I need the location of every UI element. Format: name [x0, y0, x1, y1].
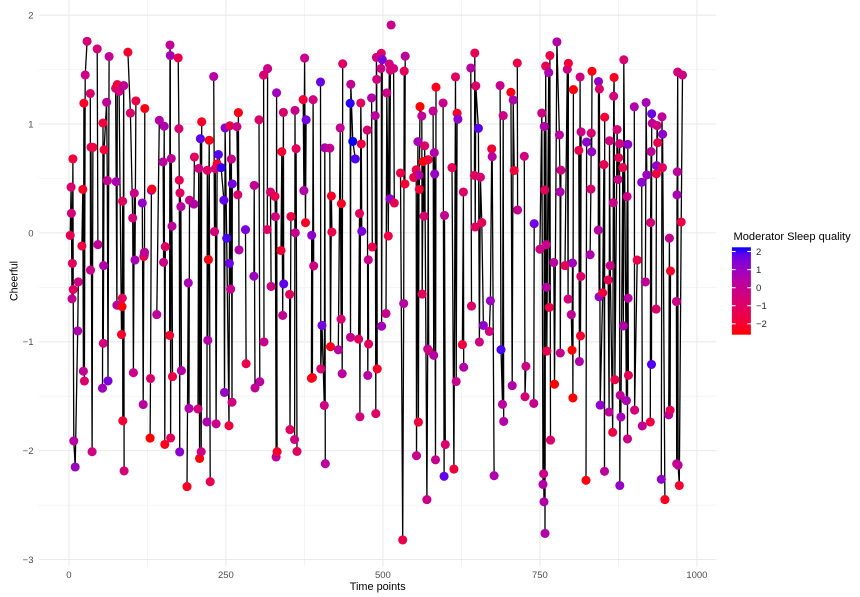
svg-text:Moderator Sleep quality: Moderator Sleep quality — [734, 231, 852, 243]
svg-text:0: 0 — [66, 570, 71, 581]
svg-text:−2: −2 — [756, 319, 767, 330]
svg-text:2: 2 — [756, 247, 761, 258]
svg-text:250: 250 — [218, 570, 234, 581]
svg-text:Cheerful: Cheerful — [9, 261, 21, 301]
svg-text:−1: −1 — [23, 337, 34, 348]
svg-text:0: 0 — [756, 283, 761, 294]
svg-text:1: 1 — [28, 119, 33, 130]
svg-text:−2: −2 — [23, 446, 34, 457]
svg-text:500: 500 — [375, 570, 391, 581]
svg-text:2: 2 — [28, 11, 33, 22]
svg-text:0: 0 — [28, 228, 33, 239]
svg-text:750: 750 — [532, 570, 548, 581]
svg-text:1000: 1000 — [686, 570, 707, 581]
svg-text:1: 1 — [756, 265, 761, 276]
svg-text:−1: −1 — [756, 301, 767, 312]
svg-text:−3: −3 — [23, 555, 34, 566]
svg-text:Time points: Time points — [350, 581, 406, 593]
